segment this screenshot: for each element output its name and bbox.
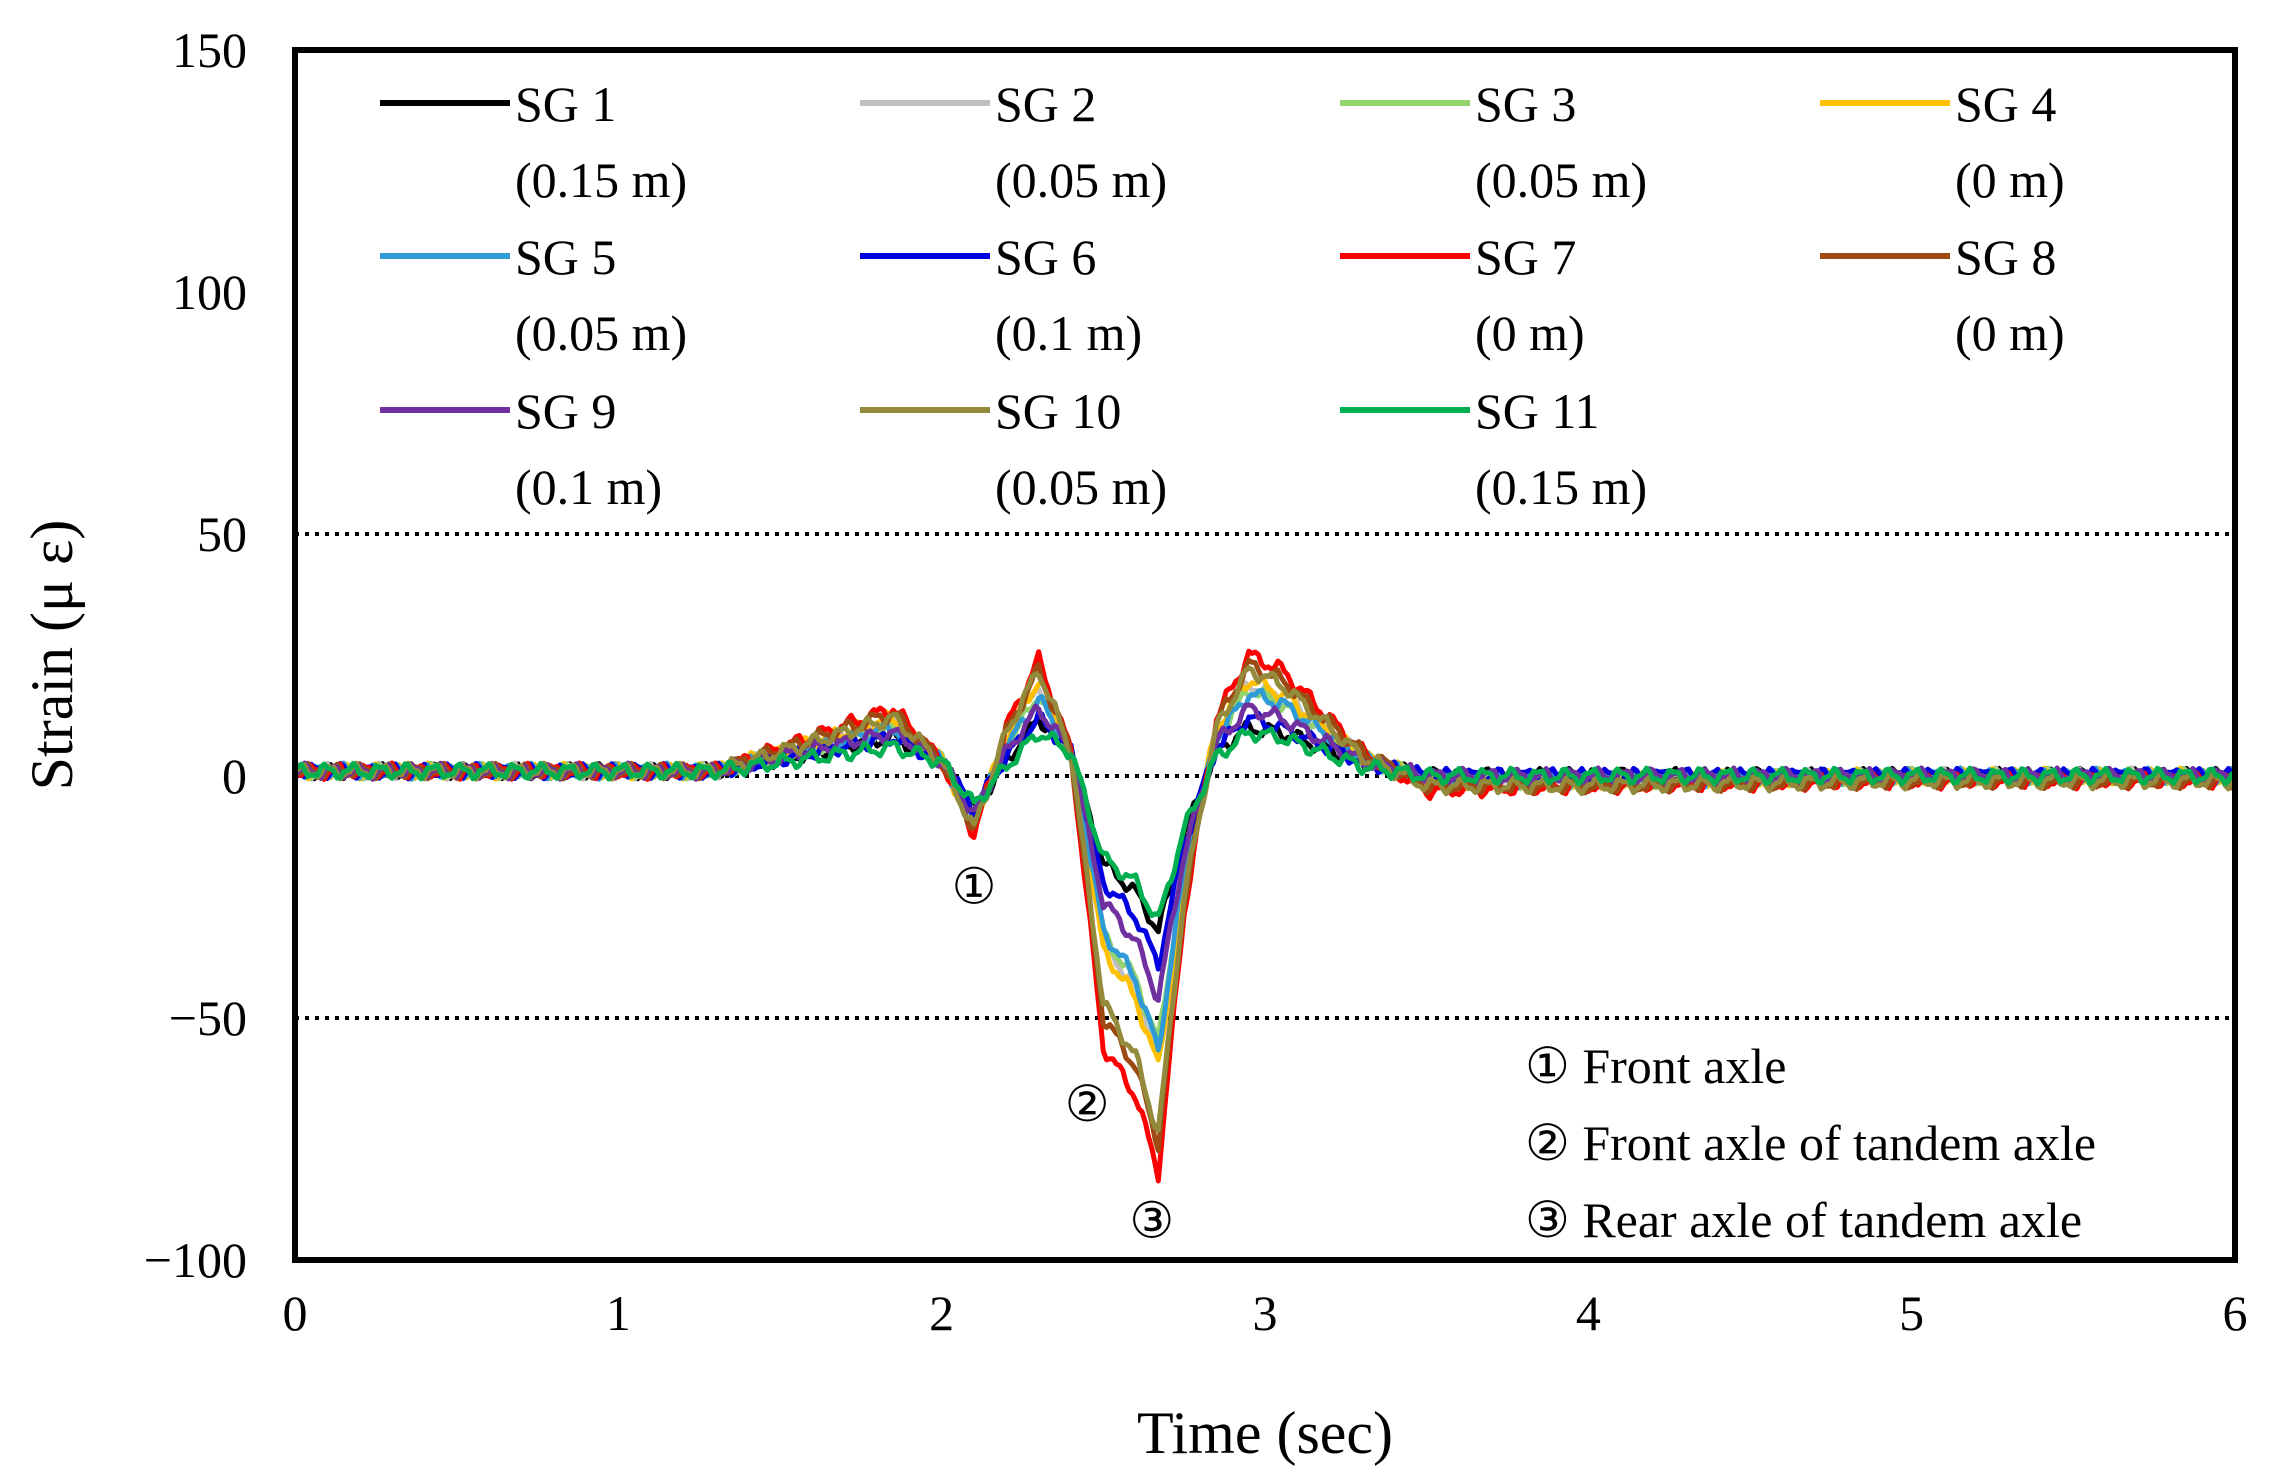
legend-label: SG 4 [1955,76,2056,132]
legend-label: SG 11 [1475,383,1600,439]
legend-label: SG 10 [995,383,1121,439]
legend-position: (0.05 m) [1475,152,1647,208]
legend-position: (0.15 m) [515,152,687,208]
axle-marker: ③ [1129,1192,1174,1248]
legend-label: SG 7 [1475,229,1576,285]
legend-label: SG 9 [515,383,616,439]
axle-legend-item: ③ Rear axle of tandem axle [1525,1192,2082,1248]
legend-label: SG 2 [995,76,1096,132]
series-line-9 [294,702,2238,1003]
legend-position: (0 m) [1475,305,1585,361]
y-tick-label: 0 [222,748,247,804]
legend-label: SG 3 [1475,76,1576,132]
legend-position: (0.05 m) [515,305,687,361]
x-tick-label: 6 [2223,1285,2248,1341]
legend: SG 1 (0.15 m) SG 2 (0.05 m) SG 3 (0.05 m) SG 4… [380,76,2065,515]
axle-markers: ① ② ③ [952,858,1175,1248]
x-axis-ticks: 0 1 2 3 4 5 6 [283,1285,2248,1341]
legend-position: (0.15 m) [1475,459,1647,515]
legend-position: (0.05 m) [995,152,1167,208]
x-tick-label: 1 [606,1285,631,1341]
y-tick-label: 100 [172,264,247,320]
y-tick-label: 150 [172,22,247,78]
y-axis-ticks: 150 100 50 0 −50 −100 [144,22,247,1288]
axle-marker: ② [1065,1076,1110,1132]
legend-position: (0 m) [1955,305,2065,361]
y-tick-label: 50 [197,506,247,562]
series-line-3 [292,685,2238,1038]
axle-marker: ① [952,858,997,914]
legend-position: (0.1 m) [515,459,662,515]
series-line-6 [294,709,2238,972]
legend-position: (0.1 m) [995,305,1142,361]
series-line-1 [292,716,2238,935]
legend-position: (0 m) [1955,152,2065,208]
series-lines [292,648,2238,1184]
series-line-5 [293,687,2238,1053]
axle-legend-item: ① Front axle [1525,1038,1786,1094]
x-tick-label: 5 [1899,1285,1924,1341]
legend-label: SG 5 [515,229,616,285]
series-line-2 [294,680,2238,1056]
legend-label: SG 6 [995,229,1096,285]
x-axis-title: Time (sec) [1137,1400,1393,1466]
series-line-11 [293,726,2236,918]
legend-label: SG 8 [1955,229,2056,285]
x-tick-label: 4 [1576,1285,1601,1341]
series-line-10 [294,665,2237,1133]
x-tick-label: 0 [283,1285,308,1341]
x-tick-label: 3 [1253,1285,1278,1341]
legend-position: (0.05 m) [995,459,1167,515]
axle-legend-item: ② Front axle of tandem axle [1525,1115,2096,1171]
y-tick-label: −100 [144,1232,247,1288]
y-axis-title: Strain (μ ε) [19,520,85,791]
plot-frame [292,47,2238,1263]
x-tick-label: 2 [929,1285,954,1341]
y-tick-label: −50 [169,990,247,1046]
axle-legend: ① Front axle ② Front axle of tandem axle ③… [1525,1038,2096,1248]
legend-label: SG 1 [515,76,616,132]
